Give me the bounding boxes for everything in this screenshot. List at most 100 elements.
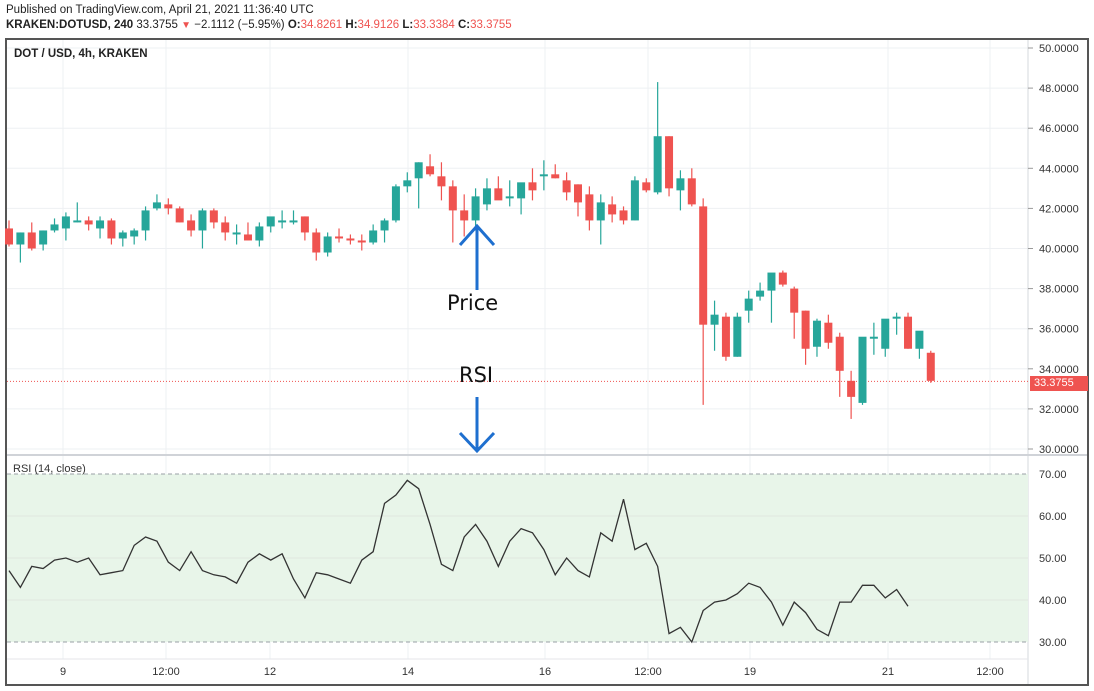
candle-body: [198, 210, 207, 231]
candle-body: [721, 316, 730, 357]
candle-body: [460, 210, 469, 221]
candle-body: [118, 232, 127, 239]
candle-body: [152, 202, 161, 209]
candle-body: [346, 238, 355, 241]
rsi-pane-title: RSI (14, close): [13, 463, 86, 475]
candle-body: [904, 316, 913, 349]
candle-body: [289, 220, 298, 223]
candle-body: [881, 318, 890, 349]
rsi-tick-label: 60.00: [1039, 511, 1067, 523]
time-tick-label: 14: [402, 666, 414, 678]
rsi-tick-label: 70.00: [1039, 469, 1067, 481]
price-tick-label: 30.0000: [1039, 444, 1079, 456]
candle-body: [130, 230, 139, 237]
candle-body: [5, 228, 13, 245]
candle-body: [790, 288, 799, 313]
close-value: 33.3755: [470, 19, 512, 31]
time-tick-label: 9: [60, 666, 66, 678]
candle-body: [380, 220, 389, 231]
candle-body: [596, 202, 605, 221]
price-tick-label: 34.0000: [1039, 364, 1079, 376]
price-tick-label: 44.0000: [1039, 163, 1079, 175]
symbol-legend: KRAKEN:DOTUSD, 240 33.3755 ▼ −2.1112 (−5…: [6, 19, 512, 31]
last-price: 33.3755: [136, 19, 178, 31]
time-tick-label: 21: [882, 666, 894, 678]
candle-body: [608, 204, 617, 215]
candle-body: [107, 220, 116, 239]
candle-body: [471, 196, 480, 221]
price-tick-label: 46.0000: [1039, 123, 1079, 135]
candle-body: [551, 174, 560, 179]
candle-body: [858, 336, 867, 403]
time-tick-label: 12: [264, 666, 276, 678]
candle-body: [243, 234, 252, 241]
candle-body: [73, 220, 82, 223]
candle-body: [187, 220, 196, 231]
candle-body: [824, 322, 833, 343]
candle-body: [835, 336, 844, 371]
candle-body: [209, 210, 218, 223]
candle-body: [494, 188, 503, 201]
close-label: C:: [457, 19, 471, 31]
candle-body: [266, 216, 275, 227]
candle-body: [482, 188, 491, 205]
candle-body: [414, 162, 423, 179]
candle-body: [778, 272, 787, 285]
candle-body: [39, 230, 48, 245]
candle-body: [426, 166, 435, 175]
up-arrow-icon: [458, 223, 496, 247]
last-price-tag: 33.3755: [1030, 376, 1088, 391]
candle-body: [585, 194, 594, 221]
candle-body: [562, 180, 571, 193]
candle-body: [574, 184, 582, 203]
candle-body: [653, 136, 662, 193]
candle-body: [847, 380, 856, 397]
price-tick-label: 40.0000: [1039, 244, 1079, 256]
price-tick-label: 38.0000: [1039, 284, 1079, 296]
price-tick-label: 32.0000: [1039, 404, 1079, 416]
high-label: H:: [345, 19, 358, 31]
price-tick-label: 48.0000: [1039, 83, 1079, 95]
chart-frame: [5, 38, 1089, 686]
rsi-annotation: RSI: [459, 363, 494, 387]
rsi-tick-label: 50.00: [1039, 553, 1067, 565]
open-value: 34.8261: [300, 19, 343, 31]
candle-body: [141, 210, 150, 231]
down-arrow-icon: [458, 431, 496, 454]
candle-body: [61, 216, 70, 229]
candle-body: [892, 316, 901, 319]
candle-body: [357, 240, 366, 243]
time-tick-label: 16: [539, 666, 551, 678]
candle-body: [505, 196, 514, 199]
candle-body: [642, 182, 651, 191]
price-tick-label: 36.0000: [1039, 324, 1079, 336]
low-label: L:: [402, 19, 414, 31]
time-tick-label: 19: [744, 666, 756, 678]
price-annotation: Price: [447, 291, 499, 315]
open-label: O:: [287, 19, 301, 31]
down-arrow-icon: ▼: [181, 20, 192, 31]
candle-body: [926, 352, 935, 381]
price-change: −2.1112 (−5.95%): [194, 19, 285, 31]
candle-body: [27, 232, 36, 249]
published-caption: Published on TradingView.com, April 21, …: [6, 4, 314, 16]
candle-body: [733, 316, 742, 357]
candle-body: [437, 176, 446, 187]
candle-body: [448, 186, 457, 211]
candle-body: [403, 180, 412, 187]
candle-body: [96, 220, 105, 229]
candle-body: [300, 216, 309, 233]
candle-body: [369, 230, 378, 243]
candle-body: [687, 178, 696, 205]
candle-body: [221, 222, 230, 233]
candle-body: [84, 220, 93, 225]
candle-body: [710, 314, 719, 325]
time-tick-label: 12:00: [634, 666, 662, 678]
candle-body: [915, 330, 924, 349]
time-tick-label: 12:00: [152, 666, 180, 678]
candle-body: [164, 204, 173, 209]
rsi-tick-label: 40.00: [1039, 595, 1067, 607]
price-tick-label: 50.0000: [1039, 43, 1079, 55]
high-value: 34.9126: [357, 19, 400, 31]
